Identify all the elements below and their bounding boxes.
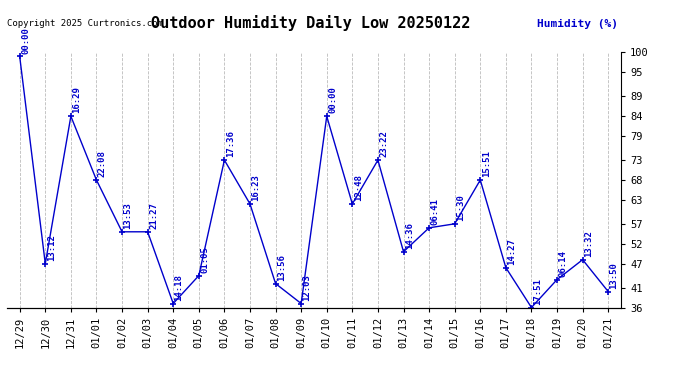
Text: 16:23: 16:23 <box>251 174 260 201</box>
Text: 17:51: 17:51 <box>533 278 542 305</box>
Text: 13:32: 13:32 <box>584 230 593 257</box>
Text: 13:50: 13:50 <box>609 262 619 289</box>
Text: 23:22: 23:22 <box>380 130 388 157</box>
Text: Humidity (%): Humidity (%) <box>537 19 618 29</box>
Text: Copyright 2025 Curtronics.com: Copyright 2025 Curtronics.com <box>7 19 163 28</box>
Text: 13:12: 13:12 <box>47 234 56 261</box>
Text: 00:00: 00:00 <box>21 27 30 54</box>
Text: 06:14: 06:14 <box>558 250 567 277</box>
Text: 21:27: 21:27 <box>149 202 158 229</box>
Text: 15:51: 15:51 <box>482 150 491 177</box>
Text: 17:36: 17:36 <box>226 130 235 157</box>
Text: 06:41: 06:41 <box>431 198 440 225</box>
Text: 13:56: 13:56 <box>277 254 286 281</box>
Text: 14:36: 14:36 <box>405 222 414 249</box>
Text: 12:48: 12:48 <box>354 174 363 201</box>
Text: 16:29: 16:29 <box>72 87 81 114</box>
Text: 00:00: 00:00 <box>328 87 337 114</box>
Text: 12:03: 12:03 <box>302 274 312 301</box>
Text: 13:53: 13:53 <box>124 202 132 229</box>
Text: 22:08: 22:08 <box>98 150 107 177</box>
Text: 15:30: 15:30 <box>456 194 465 221</box>
Text: 01:05: 01:05 <box>200 246 209 273</box>
Text: Outdoor Humidity Daily Low 20250122: Outdoor Humidity Daily Low 20250122 <box>151 15 470 31</box>
Text: 14:18: 14:18 <box>175 274 184 301</box>
Text: 14:27: 14:27 <box>507 238 516 265</box>
